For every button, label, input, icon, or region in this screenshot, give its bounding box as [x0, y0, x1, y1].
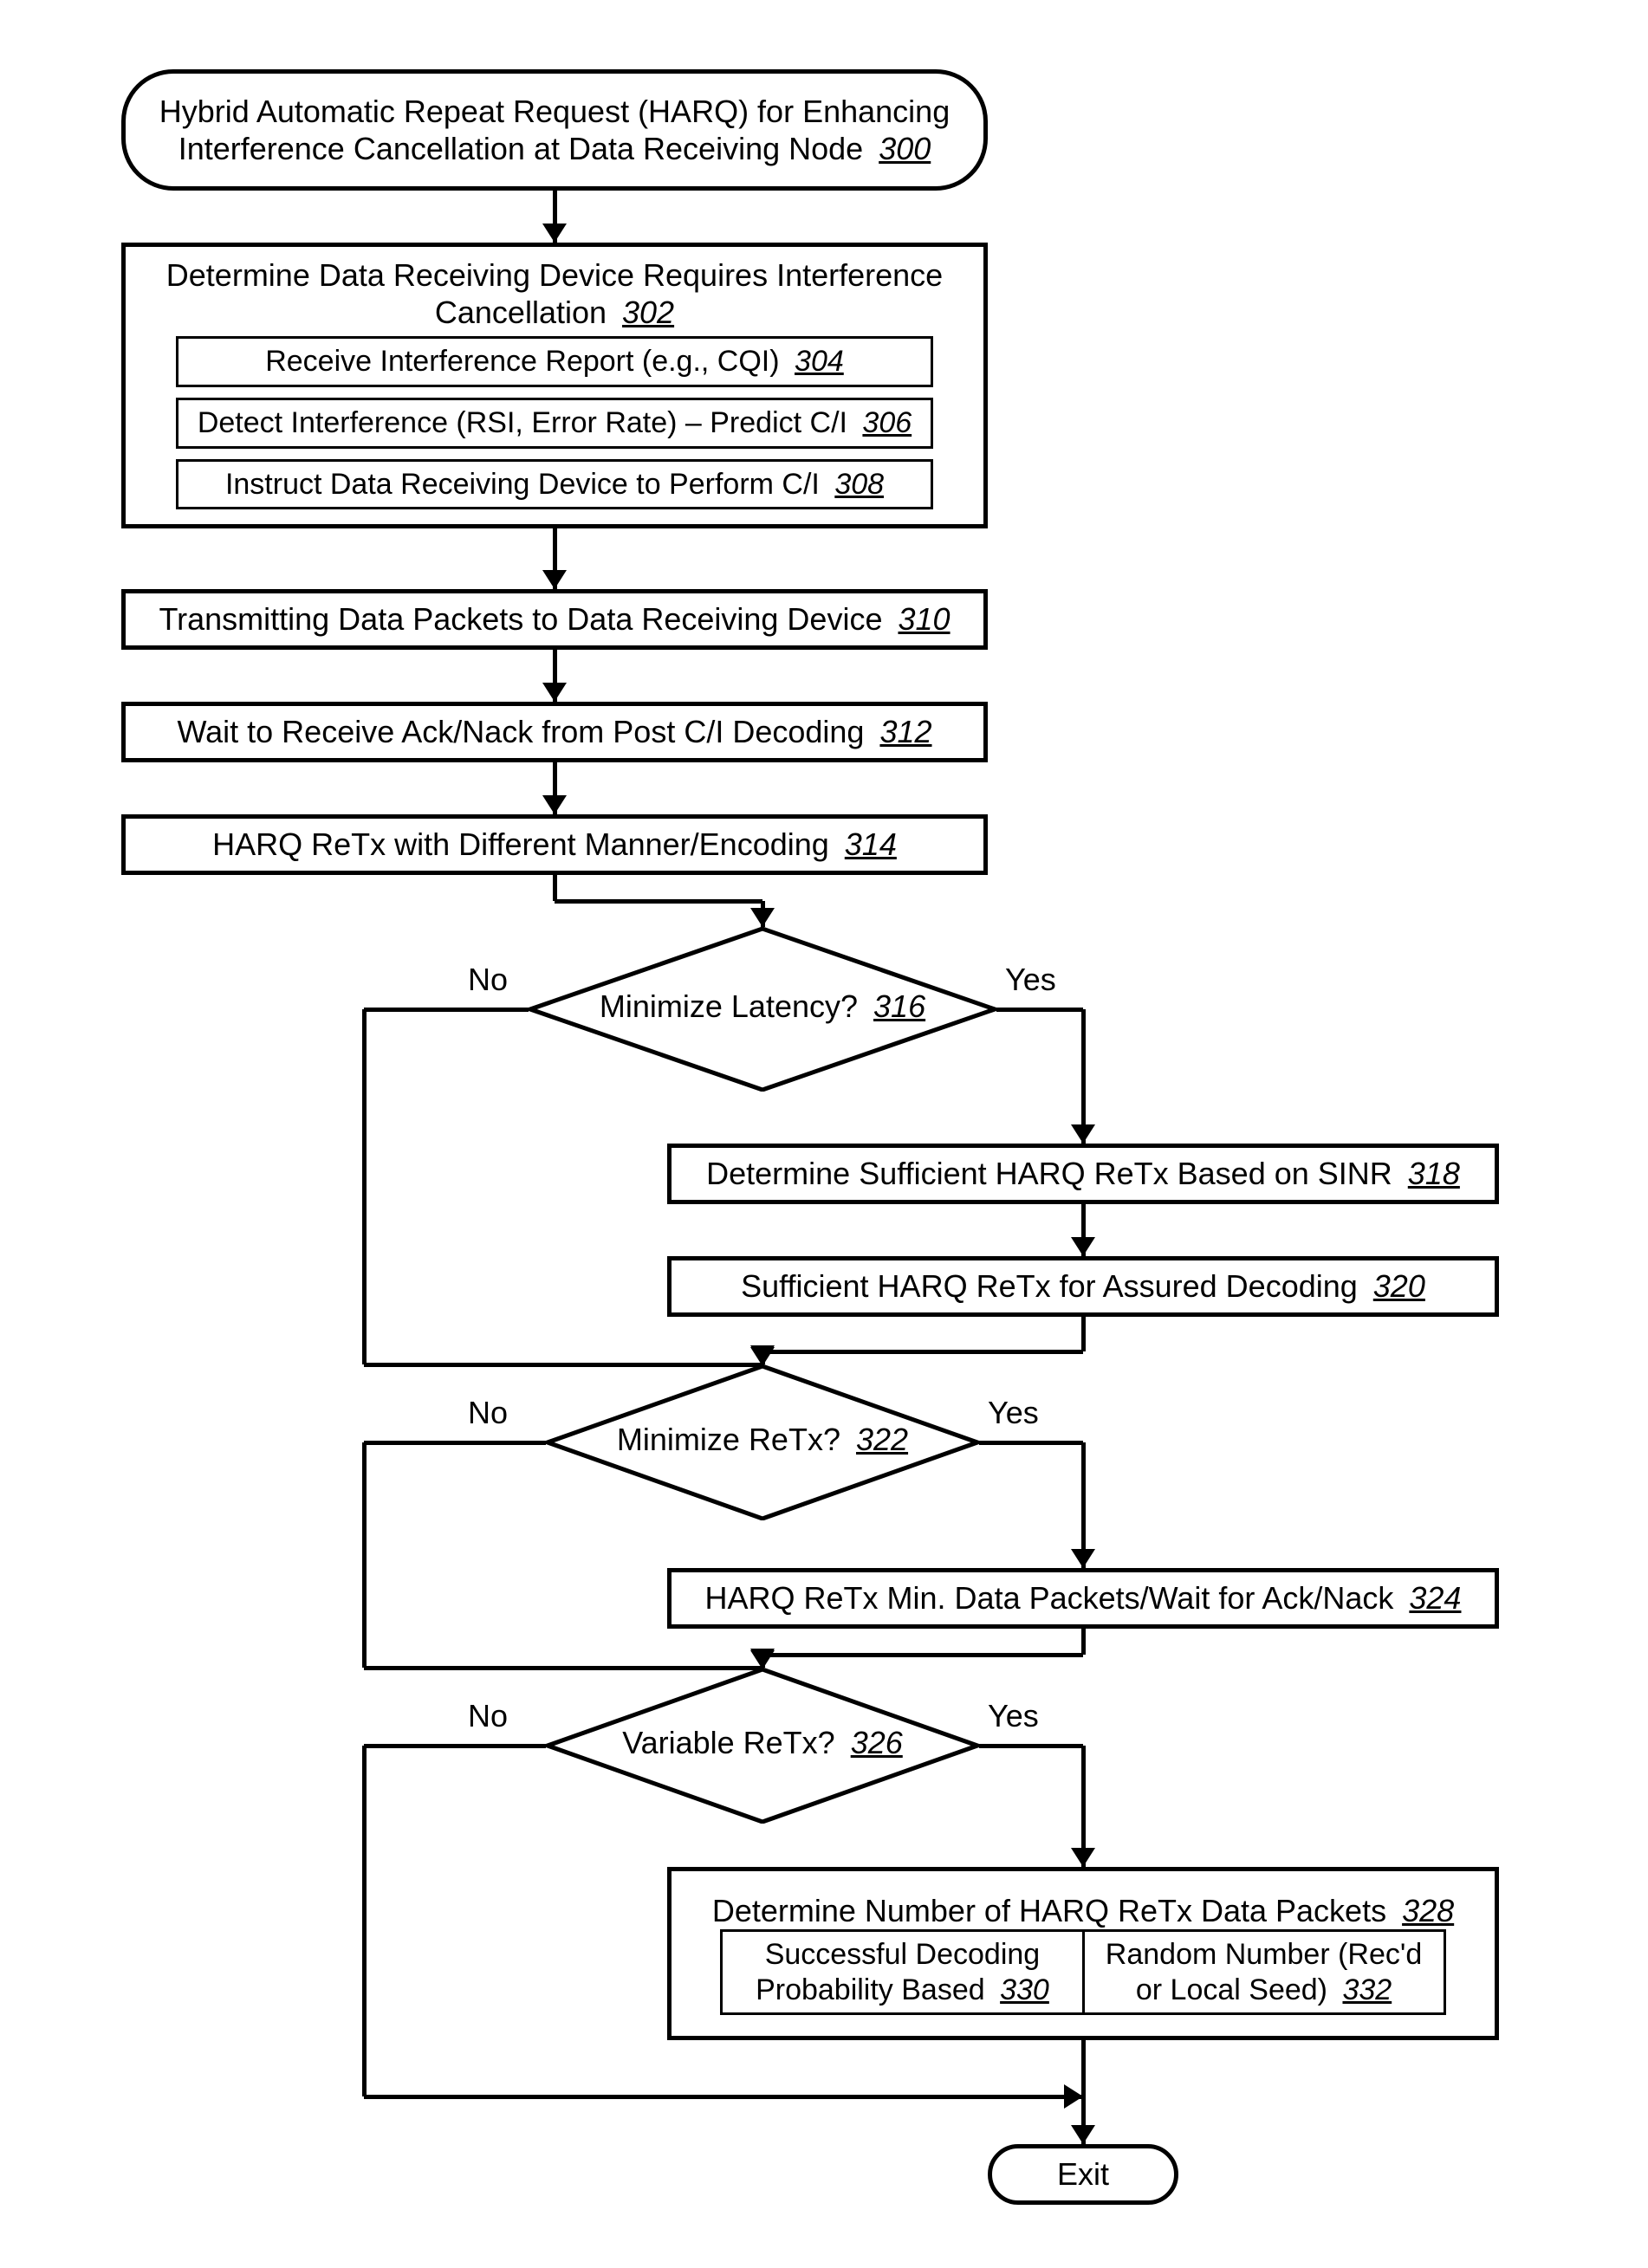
inner-row: Successful Decoding Probability Based 33…: [720, 1929, 1445, 2016]
edge-segment: [364, 1363, 761, 1367]
decision-326: Variable ReTx? 326: [546, 1668, 979, 1824]
inner-half-332: Random Number (Rec'd or Local Seed) 332: [1082, 1929, 1446, 2016]
edge-segment: [762, 1653, 1083, 1657]
edge-segment: [364, 2095, 1083, 2099]
node-title: Determine Sufficient HARQ ReTx Based on …: [706, 1155, 1460, 1192]
node-title: HARQ ReTx Min. Data Packets/Wait for Ack…: [705, 1579, 1462, 1617]
edge-label: Yes: [1005, 962, 1056, 998]
process-318: Determine Sufficient HARQ ReTx Based on …: [667, 1144, 1499, 1204]
arrowhead: [750, 1345, 775, 1364]
inner-step-306: Detect Interference (RSI, Error Rate) – …: [176, 398, 933, 449]
flowchart-canvas: Hybrid Automatic Repeat Request (HARQ) f…: [0, 0, 1648, 2268]
arrowhead: [1071, 1237, 1095, 1256]
edge-segment: [364, 1008, 529, 1012]
process-312: Wait to Receive Ack/Nack from Post C/I D…: [121, 702, 988, 762]
inner-half-330: Successful Decoding Probability Based 33…: [720, 1929, 1081, 2016]
node-title: Wait to Receive Ack/Nack from Post C/I D…: [177, 713, 931, 750]
edge-segment: [996, 1008, 1083, 1012]
edge-segment: [1081, 1009, 1086, 1144]
edge-segment: [762, 1350, 1083, 1354]
node-title: Exit: [1057, 2155, 1109, 2193]
edge-segment: [555, 899, 762, 904]
process-320: Sufficient HARQ ReTx for Assured Decodin…: [667, 1256, 1499, 1317]
decision-316: Minimize Latency? 316: [529, 927, 996, 1092]
process-314: HARQ ReTx with Different Manner/Encoding…: [121, 814, 988, 875]
node-title: Transmitting Data Packets to Data Receiv…: [159, 600, 950, 638]
node-title: Sufficient HARQ ReTx for Assured Decodin…: [741, 1267, 1425, 1305]
process-324: HARQ ReTx Min. Data Packets/Wait for Ack…: [667, 1568, 1499, 1629]
edge-label: No: [468, 962, 508, 998]
decision-322: Minimize ReTx? 322: [546, 1364, 979, 1520]
process-328: Determine Number of HARQ ReTx Data Packe…: [667, 1867, 1499, 2040]
edge-segment: [1081, 1317, 1086, 1351]
edge-segment: [979, 1744, 1083, 1748]
arrowhead: [1064, 2084, 1083, 2109]
arrowhead: [542, 795, 567, 814]
node-title: Determine Number of HARQ ReTx Data Packe…: [712, 1892, 1454, 1929]
arrowhead: [1071, 2125, 1095, 2144]
edge-segment: [553, 875, 557, 901]
edge-segment: [1081, 1629, 1086, 1655]
edge-label: Yes: [988, 1395, 1039, 1431]
decision-label: Minimize ReTx? 322: [546, 1422, 979, 1458]
edge-segment: [364, 1441, 546, 1445]
edge-label: No: [468, 1395, 508, 1431]
edge-segment: [979, 1441, 1083, 1445]
arrowhead: [542, 683, 567, 702]
terminal-300: Hybrid Automatic Repeat Request (HARQ) f…: [121, 69, 988, 191]
inner-step-304: Receive Interference Report (e.g., CQI) …: [176, 336, 933, 387]
decision-label: Variable ReTx? 326: [546, 1725, 979, 1761]
arrowhead: [542, 224, 567, 243]
edge-segment: [364, 1744, 546, 1748]
inner-step-308: Instruct Data Receiving Device to Perfor…: [176, 459, 933, 510]
arrowhead: [750, 1649, 775, 1668]
edge-segment: [362, 1442, 367, 1668]
node-title: Hybrid Automatic Repeat Request (HARQ) f…: [143, 93, 966, 167]
arrowhead: [1071, 1549, 1095, 1568]
terminal-exit: Exit: [988, 2144, 1178, 2205]
edge-label: No: [468, 1698, 508, 1734]
edge-segment: [362, 1746, 367, 2096]
node-title: HARQ ReTx with Different Manner/Encoding…: [212, 826, 897, 863]
arrowhead: [750, 908, 775, 927]
arrowhead: [1071, 1124, 1095, 1144]
edge-segment: [362, 1009, 367, 1364]
edge-label: Yes: [988, 1698, 1039, 1734]
process-310: Transmitting Data Packets to Data Receiv…: [121, 589, 988, 650]
arrowhead: [1071, 1848, 1095, 1867]
decision-label: Minimize Latency? 316: [529, 988, 996, 1025]
arrowhead: [542, 570, 567, 589]
edge-segment: [364, 1666, 761, 1670]
process-302: Determine Data Receiving Device Requires…: [121, 243, 988, 528]
node-title: Determine Data Receiving Device Requires…: [143, 256, 966, 331]
